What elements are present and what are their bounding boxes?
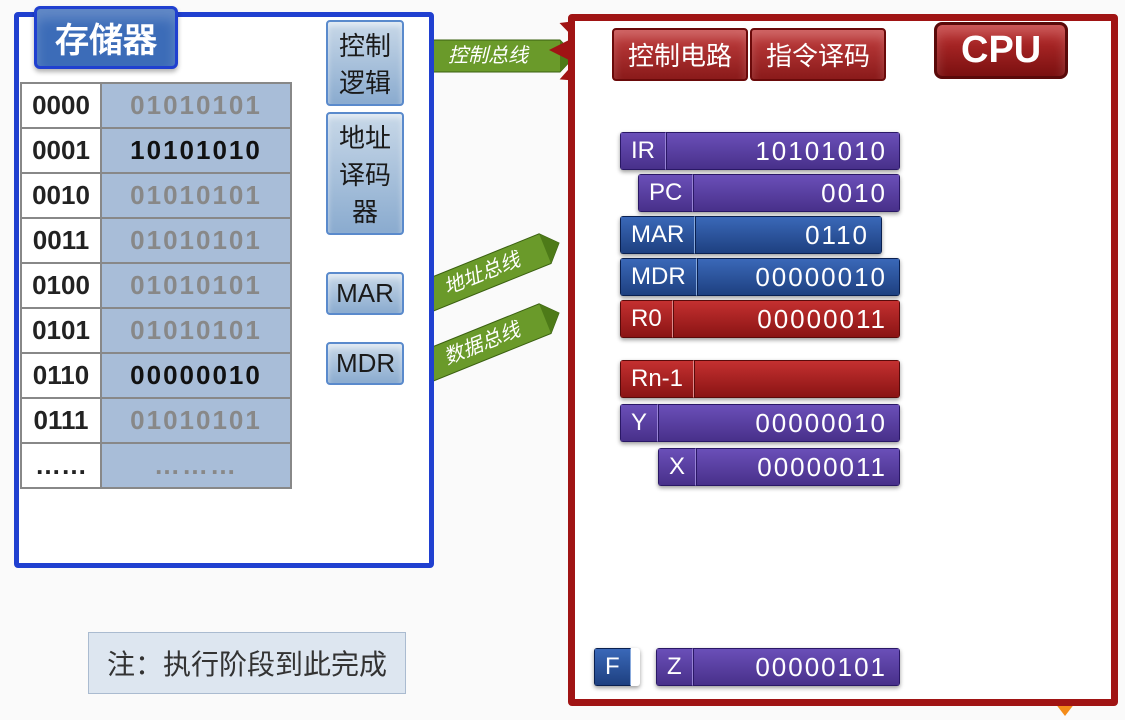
memory-addr: 0110 [21, 353, 101, 398]
register-y: Y00000010 [620, 404, 900, 442]
register-rn-1: Rn-1 [620, 360, 900, 398]
memory-data: 00000010 [101, 353, 291, 398]
register-label: MAR [620, 216, 695, 254]
memory-table: 0000010101010001101010100010010101010011… [20, 82, 292, 489]
register-x: X00000011 [658, 448, 900, 486]
register-value: 00000011 [673, 300, 900, 338]
f-register: F [594, 648, 640, 686]
addr-decoder-box: 地址 译码器 [326, 112, 404, 235]
memory-addr: …… [21, 443, 101, 488]
register-r0: R000000011 [620, 300, 900, 338]
register-value: 00000011 [696, 448, 900, 486]
register-value: 10101010 [666, 132, 900, 170]
memory-row: 011101010101 [21, 398, 291, 443]
memory-data: 01010101 [101, 263, 291, 308]
memory-mdr-box: MDR [326, 342, 404, 385]
footer-note: 注：执行阶段到此完成 [88, 632, 406, 694]
memory-addr: 0101 [21, 308, 101, 353]
internal-bus-label: 内部总线 [1055, 326, 1077, 498]
control-circuit-box: 控制电路 [612, 28, 748, 81]
svg-text:控制总线: 控制总线 [448, 45, 530, 67]
register-value: 0010 [693, 174, 900, 212]
memory-row: 001001010101 [21, 173, 291, 218]
register-ir: IR10101010 [620, 132, 900, 170]
memory-data: 01010101 [101, 173, 291, 218]
register-label: R0 [620, 300, 673, 338]
memory-row: 000001010101 [21, 83, 291, 128]
memory-row: 010101010101 [21, 308, 291, 353]
memory-data: 01010101 [101, 398, 291, 443]
z-register: Z 00000101 [656, 648, 900, 686]
register-label: IR [620, 132, 666, 170]
register-value: 00000010 [697, 258, 900, 296]
memory-addr: 0001 [21, 128, 101, 173]
register-value: 00000010 [658, 404, 900, 442]
register-label: Rn-1 [620, 360, 694, 398]
svg-text:数据总线: 数据总线 [441, 318, 525, 369]
memory-row: 011000000010 [21, 353, 291, 398]
svg-text:地址总线: 地址总线 [441, 248, 525, 299]
memory-row: 001101010101 [21, 218, 291, 263]
register-value: 0110 [695, 216, 882, 254]
memory-addr: 0011 [21, 218, 101, 263]
register-label: X [658, 448, 696, 486]
memory-addr: 0111 [21, 398, 101, 443]
cpu-title: CPU [934, 22, 1068, 79]
register-label: Y [620, 404, 658, 442]
register-label: PC [638, 174, 693, 212]
instruction-decode-box: 指令译码 [750, 28, 886, 81]
memory-addr: 0100 [21, 263, 101, 308]
memory-row: 010001010101 [21, 263, 291, 308]
memory-data: ……… [101, 443, 291, 488]
memory-addr: 0000 [21, 83, 101, 128]
register-mar: MAR0110 [620, 216, 882, 254]
z-label: Z [656, 648, 693, 686]
register-label: MDR [620, 258, 697, 296]
f-label: F [594, 648, 631, 686]
control-logic-box: 控制 逻辑 [326, 20, 404, 106]
memory-data: 01010101 [101, 308, 291, 353]
memory-data: 01010101 [101, 83, 291, 128]
register-pc: PC0010 [638, 174, 900, 212]
memory-data: 10101010 [101, 128, 291, 173]
memory-title: 存储器 [34, 6, 178, 69]
register-mdr: MDR00000010 [620, 258, 900, 296]
memory-row: …………… [21, 443, 291, 488]
memory-addr: 0010 [21, 173, 101, 218]
z-value: 00000101 [693, 648, 900, 686]
memory-mar-box: MAR [326, 272, 404, 315]
memory-row: 000110101010 [21, 128, 291, 173]
memory-data: 01010101 [101, 218, 291, 263]
